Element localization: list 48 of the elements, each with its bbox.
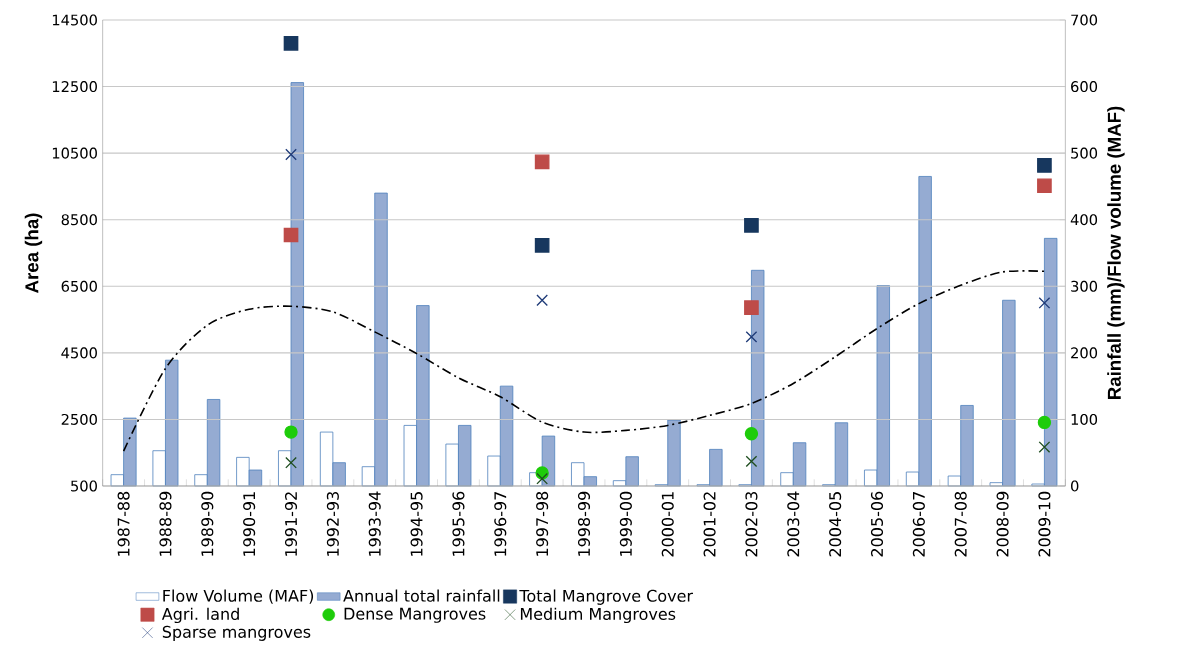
x-tick-label: 2003-04 [787,491,800,557]
x-tick-label: 2000-01 [661,492,674,557]
legend-label: Total Mangrove Cover [519,589,694,605]
x-tick-label: 1989-90 [201,491,214,556]
legend-label: Dense Mangroves [344,607,486,623]
y2-tick-label: 500 [1071,147,1098,159]
y2-tick-label: 200 [1071,347,1098,359]
x-tick-label: 1990-91 [243,492,256,556]
x-tick-label: 2007-08 [954,491,967,557]
legend-label: Flow Volume (MAF) [163,589,314,604]
x-tick-label: 1995-96 [452,491,465,556]
y2-tick-label: 300 [1071,280,1098,292]
y-axis-title: Area (ha) [24,213,43,293]
y2-tick-label: 400 [1070,214,1098,226]
legend-label: Sparse mangroves [162,625,311,641]
x-tick-label: 2004-05 [829,492,842,557]
x-tick-label: 2006-07 [912,492,925,557]
x-tick-label: 1994-95 [410,492,423,556]
x-tick-label: 1998-99 [577,491,591,556]
y-tick-label: 12500 [52,81,97,93]
y-tick-label: 10500 [52,147,97,159]
y-tick-label: 8500 [61,214,97,226]
x-tick-label: 1987-88 [117,491,130,556]
x-tick-label: 1997-98 [536,491,549,556]
x-tick-label: 1992-93 [326,492,339,556]
x-tick-label: 2009-10 [1038,491,1051,557]
legend-label: Medium Mangroves [520,607,676,624]
legend-label: Agri. land [161,607,239,624]
legend-label: Annual total rainfall [343,589,500,602]
y2-axis-title: Rainfall (mm)/Flow volume (MAF) [1107,106,1125,399]
x-tick-label: 2001-02 [703,492,716,557]
x-tick-label: 1996-97 [494,492,507,556]
y2-tick-label: 700 [1071,14,1098,26]
y-tick-label: 500 [71,480,97,492]
x-tick-label: 1988-89 [159,491,172,556]
y-tick-label: 4500 [61,347,97,359]
y-tick-label: 6500 [61,280,97,292]
x-tick-label: 2005-06 [870,491,884,557]
x-tick-label: 1999-00 [619,491,632,556]
x-tick-label: 1993-94 [368,491,381,556]
y2-tick-label: 100 [1071,413,1098,425]
y2-tick-label: 600 [1071,81,1098,93]
y-tick-label: 2500 [61,413,97,425]
y2-tick-label: 0 [1071,480,1079,492]
x-tick-label: 2002-03 [745,492,758,557]
y-tick-label: 14500 [52,14,97,26]
x-tick-label: 1991-92 [284,492,298,556]
x-tick-label: 2008-09 [996,491,1009,557]
